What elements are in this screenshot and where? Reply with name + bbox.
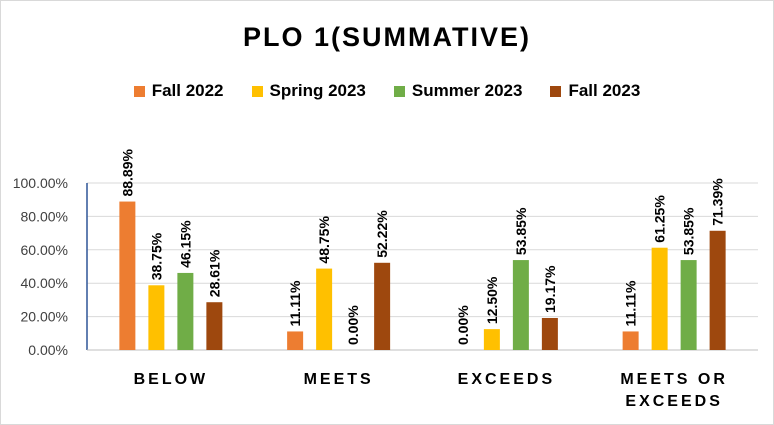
- bar-fall-2023-meets: [374, 262, 391, 350]
- x-category-label: MEETS: [304, 371, 374, 388]
- data-label: 46.15%: [177, 220, 193, 268]
- data-label: 19.17%: [542, 265, 558, 313]
- legend-label-spring-2023: Spring 2023: [269, 81, 366, 100]
- legend-label-fall-2023: Fall 2023: [568, 81, 641, 100]
- data-label: 28.61%: [206, 249, 222, 297]
- chart-title: PLO 1(SUMMATIVE): [243, 22, 531, 52]
- data-label: 53.85%: [681, 207, 697, 255]
- bar-fall-2022-meets: [287, 331, 304, 350]
- bar-fall-2022-meets-or-exceeds: [622, 331, 639, 350]
- legend-swatch-fall-2022: [133, 85, 145, 97]
- data-label: 61.25%: [652, 195, 668, 243]
- data-label: 38.75%: [148, 232, 164, 280]
- legend-label-fall-2022: Fall 2022: [151, 81, 224, 100]
- bar-spring-2023-meets: [316, 268, 333, 350]
- bar-fall-2022-below: [119, 201, 136, 350]
- y-tick-label: 20.00%: [21, 309, 68, 325]
- bar-spring-2023-below: [148, 285, 165, 350]
- legend-item-summer-2023: Summer 2023: [393, 81, 523, 101]
- x-category-label: EXCEEDS: [625, 393, 722, 410]
- y-tick-label: 40.00%: [21, 275, 68, 291]
- legend-swatch-fall-2023: [550, 85, 562, 97]
- y-tick-label: 100.00%: [13, 175, 68, 191]
- x-category-label: MEETS OR: [620, 371, 728, 388]
- bar-spring-2023-meets-or-exceeds: [651, 247, 668, 350]
- bar-spring-2023-exceeds: [483, 329, 500, 350]
- x-category-label: EXCEEDS: [458, 371, 555, 388]
- legend-label-summer-2023: Summer 2023: [411, 81, 523, 100]
- data-label: 0.00%: [455, 305, 471, 345]
- y-tick-label: 0.00%: [28, 342, 68, 358]
- legend-item-fall-2022: Fall 2022: [133, 81, 224, 101]
- legend: Fall 2022 Spring 2023 Summer 2023 Fall 2…: [0, 81, 774, 101]
- data-label: 12.50%: [484, 276, 500, 324]
- data-label: 52.22%: [374, 210, 390, 258]
- bar-fall-2023-below: [206, 302, 223, 350]
- x-category-label: BELOW: [134, 371, 209, 388]
- bar-fall-2023-exceeds: [541, 317, 558, 350]
- legend-item-fall-2023: Fall 2023: [550, 81, 640, 101]
- data-label: 71.39%: [710, 178, 726, 226]
- data-label: 48.75%: [316, 216, 332, 264]
- data-label: 53.85%: [513, 207, 529, 255]
- bar-summer-2023-meets-or-exceeds: [680, 260, 697, 350]
- y-tick-label: 60.00%: [21, 242, 68, 258]
- bar-summer-2023-below: [177, 272, 194, 350]
- legend-item-spring-2023: Spring 2023: [251, 81, 366, 101]
- legend-swatch-summer-2023: [393, 85, 405, 97]
- y-tick-label: 80.00%: [21, 208, 68, 224]
- bar-summer-2023-exceeds: [512, 260, 529, 350]
- data-label: 11.11%: [287, 280, 303, 326]
- legend-swatch-spring-2023: [251, 85, 263, 97]
- data-label: 88.89%: [119, 149, 135, 197]
- data-label: 11.11%: [623, 280, 639, 326]
- data-label: 0.00%: [345, 305, 361, 345]
- bar-fall-2023-meets-or-exceeds: [709, 230, 726, 350]
